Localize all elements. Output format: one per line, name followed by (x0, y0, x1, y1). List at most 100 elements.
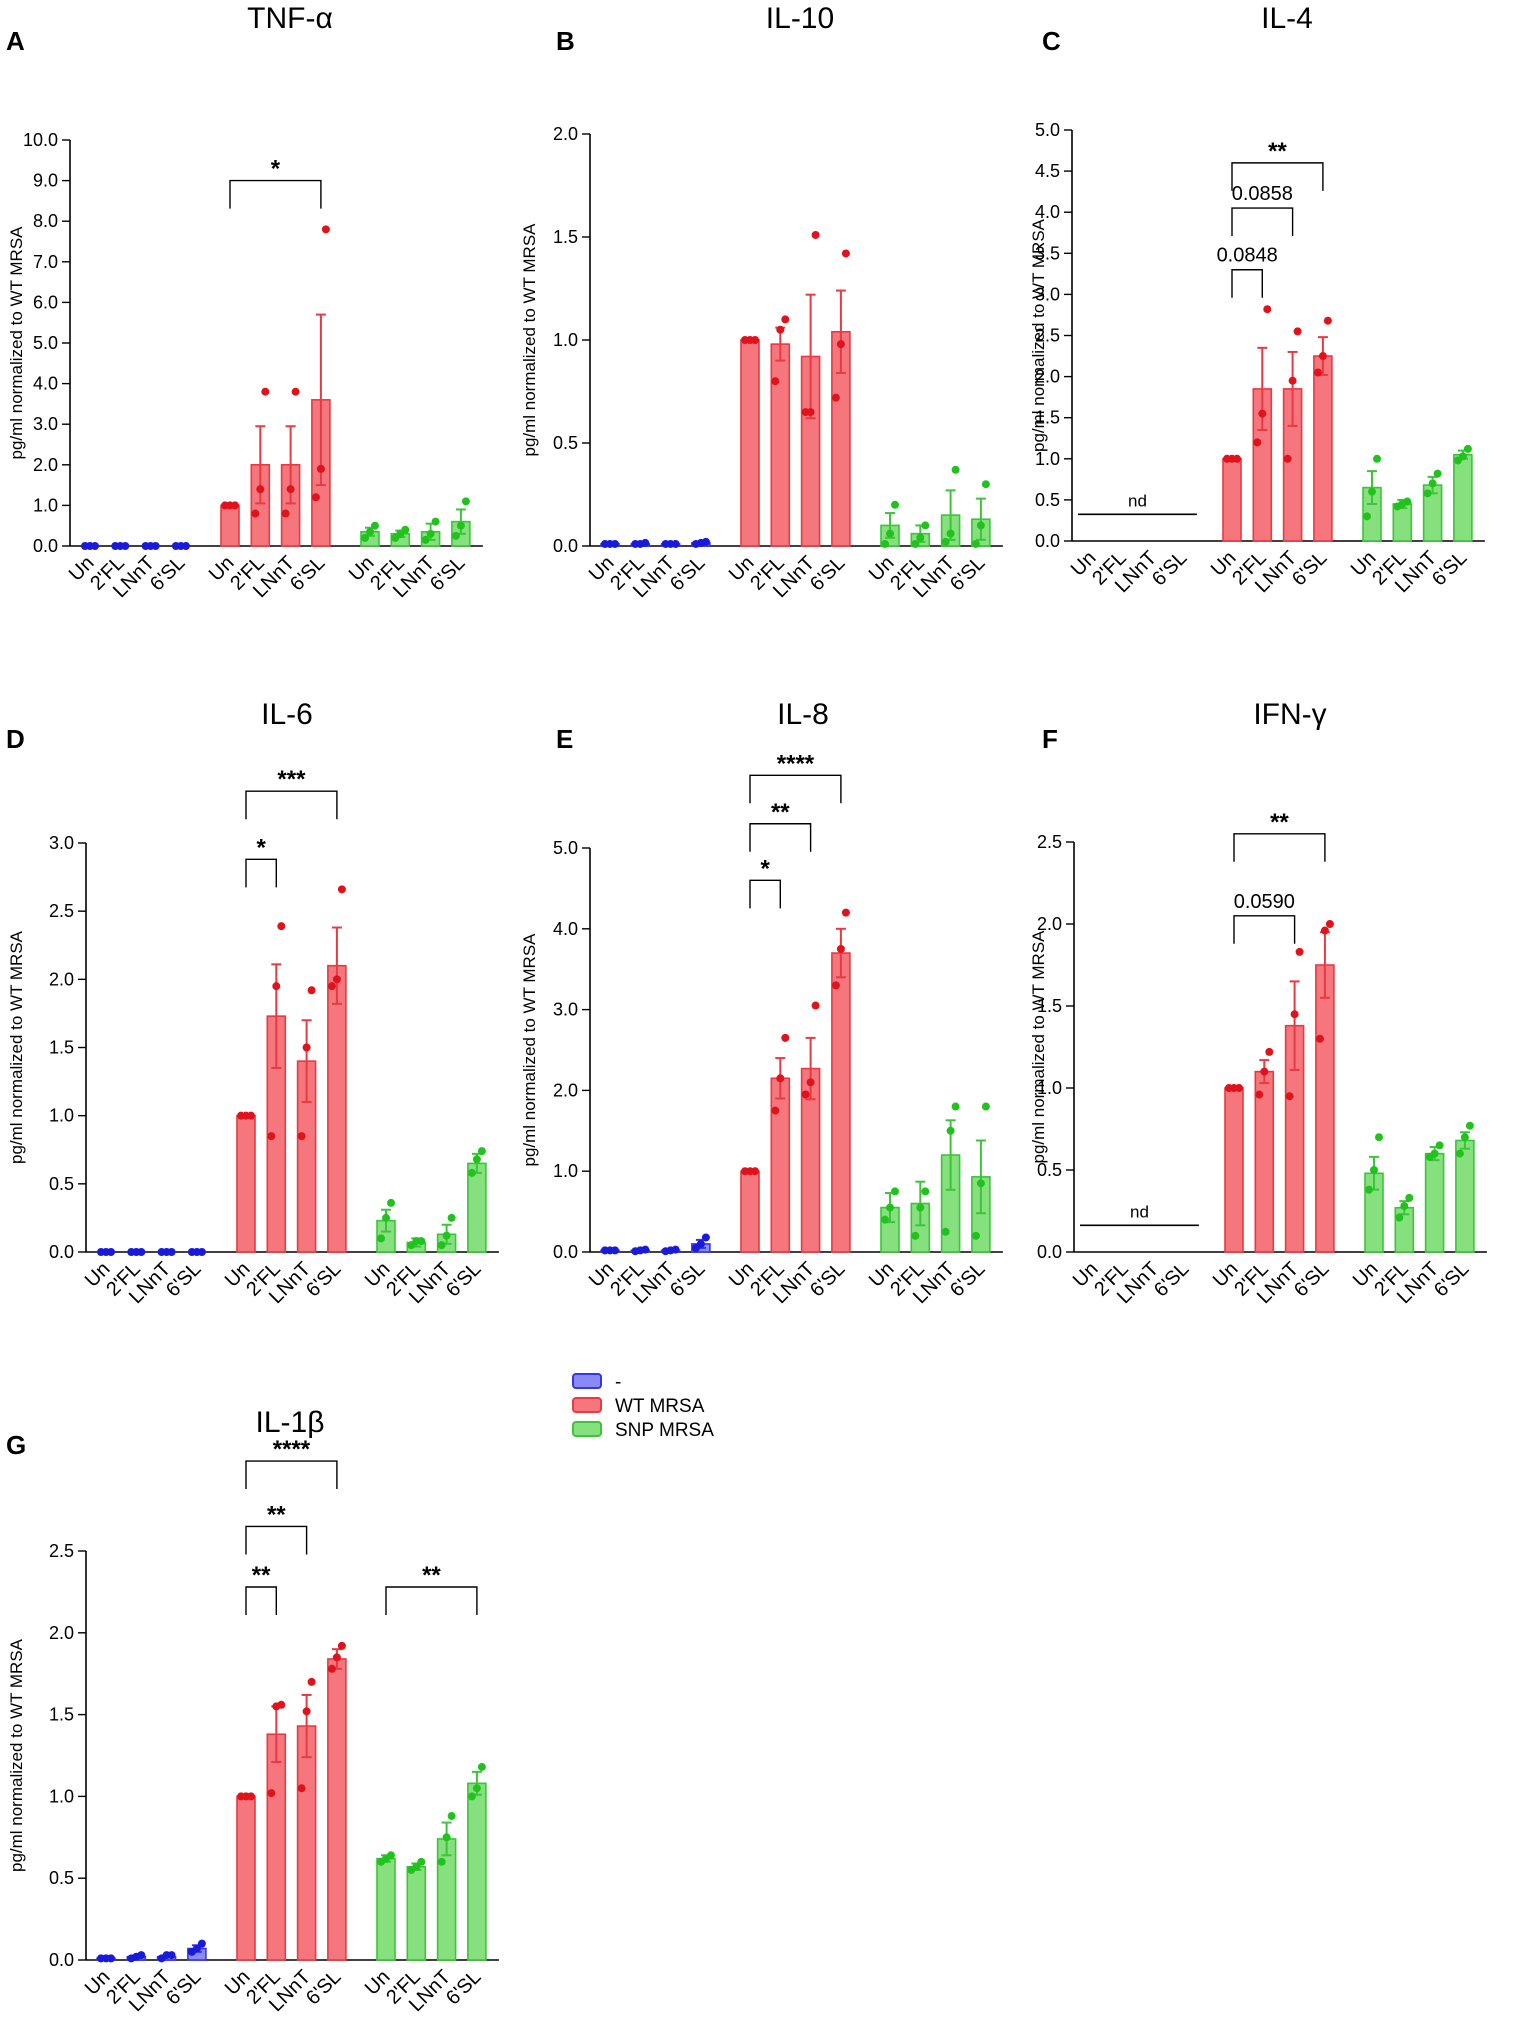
significance-label: *** (277, 766, 306, 793)
data-point (332, 1653, 341, 1662)
y-tick-label: 4.0 (1035, 202, 1060, 222)
panel-letter: F (1042, 724, 1058, 754)
y-tick-label: 1.5 (1037, 996, 1062, 1016)
legend-label: - (615, 1372, 621, 1393)
data-point (976, 521, 985, 530)
data-point (302, 1043, 311, 1052)
data-point (1363, 512, 1371, 521)
significance-bracket (385, 1586, 478, 1615)
y-tick-label: 3.0 (33, 414, 58, 434)
y-tick-label: 10.0 (23, 130, 58, 150)
x-tick-label: 6'SL (666, 552, 709, 595)
data-point (1370, 1166, 1378, 1174)
data-point (1315, 1034, 1324, 1043)
y-axis-title: pg/ml normalized to WT MRSA (1029, 930, 1048, 1164)
y-tick-label: 2.0 (49, 969, 74, 989)
data-point (417, 1857, 426, 1866)
panel-letter: B (556, 26, 575, 56)
data-point (1313, 368, 1322, 377)
data-point (1288, 376, 1297, 385)
data-point (891, 1187, 899, 1196)
data-point (751, 1167, 759, 1176)
significance-bracket (1233, 833, 1326, 862)
bar-snp (1453, 453, 1473, 542)
y-tick-label: 5.0 (33, 333, 58, 353)
bar-wt (1313, 355, 1333, 542)
y-tick-label: 1.0 (49, 1786, 74, 1806)
data-point (1320, 926, 1329, 935)
significance-label: **** (273, 1436, 311, 1463)
data-point (197, 1939, 206, 1948)
bar-wt (740, 339, 760, 547)
legend-label: WT MRSA (615, 1396, 705, 1417)
y-tick-label: 1.0 (1037, 1078, 1062, 1098)
data-point (951, 1102, 960, 1111)
y-tick-label: 1.0 (1035, 449, 1060, 469)
panel-title: IL-4 (1261, 2, 1313, 35)
data-point (971, 539, 980, 548)
data-point (1365, 1185, 1373, 1194)
data-point (382, 1213, 390, 1222)
data-point (1433, 469, 1442, 478)
y-tick-label: 1.0 (33, 495, 58, 515)
data-point (192, 1944, 201, 1953)
legend-swatch-snp (572, 1421, 602, 1437)
data-point (1430, 1149, 1439, 1158)
data-point (1255, 1090, 1264, 1099)
x-tick-label: 6'SL (946, 552, 989, 595)
significance-bracket (245, 1460, 338, 1490)
y-tick-label: 4.0 (33, 374, 58, 394)
panel-f: F IFN-γ 0.0 0.5 1.0 1.5 2.0 2.5 pg/ml normalized… (1029, 698, 1487, 1308)
bar-wt (266, 1733, 287, 1961)
data-point (1290, 1010, 1299, 1019)
x-tick-label: 6'SL (162, 1966, 205, 2009)
significance-bracket (245, 858, 277, 888)
data-point (251, 509, 260, 518)
y-axis-title: pg/ml normalized to WT MRSA (7, 930, 26, 1164)
y-tick-label: 1.0 (553, 330, 578, 350)
data-point (431, 517, 440, 526)
data-point (701, 1233, 710, 1242)
data-point (377, 1234, 385, 1243)
data-point (447, 1213, 456, 1222)
y-tick-label: 0.0 (553, 536, 578, 556)
data-point (371, 521, 379, 530)
data-point (107, 1954, 115, 1963)
data-point (1373, 454, 1381, 463)
data-point (946, 1126, 955, 1135)
y-tick-label: 0.5 (49, 1868, 74, 1888)
data-point (611, 1246, 619, 1255)
data-point (437, 1857, 446, 1866)
data-point (307, 986, 316, 995)
panel-letter: D (6, 724, 25, 754)
x-tick-label: 6'SL (286, 552, 329, 595)
y-axis-title: pg/ml normalized to WT MRSA (520, 933, 539, 1167)
panel-e: E IL-8 0.0 1.0 2.0 3.0 4.0 5.0 pg/ml normalized … (520, 698, 1003, 1308)
significance-label: **** (777, 750, 815, 777)
data-point (467, 1792, 476, 1801)
data-point (911, 539, 920, 548)
data-point (281, 509, 290, 518)
data-point (951, 465, 960, 474)
x-tick-label: 6'SL (806, 1258, 849, 1301)
bar-snp (467, 1782, 487, 1961)
data-point (1325, 920, 1334, 928)
data-point (426, 529, 435, 538)
significance-label: ** (252, 1562, 271, 1589)
data-point (1258, 409, 1267, 418)
data-point (886, 1203, 894, 1212)
y-tick-label: 6.0 (33, 292, 58, 312)
data-point (771, 377, 780, 386)
significance-bracket (1231, 162, 1324, 191)
data-point (1428, 479, 1437, 488)
data-point (831, 981, 840, 990)
bar-snp (436, 1838, 457, 1961)
data-point (1368, 487, 1376, 496)
data-point (971, 1231, 980, 1240)
data-point (1375, 1133, 1383, 1142)
data-point (337, 885, 346, 894)
data-point (447, 1812, 456, 1821)
data-point (1463, 444, 1472, 453)
y-tick-label: 3.0 (553, 1000, 578, 1020)
panel-a: A TNF-α 0.0 1.0 2.0 3.0 4.0 5.0 6.0 7.0 8.0 9.0 10.0… (6, 2, 483, 602)
